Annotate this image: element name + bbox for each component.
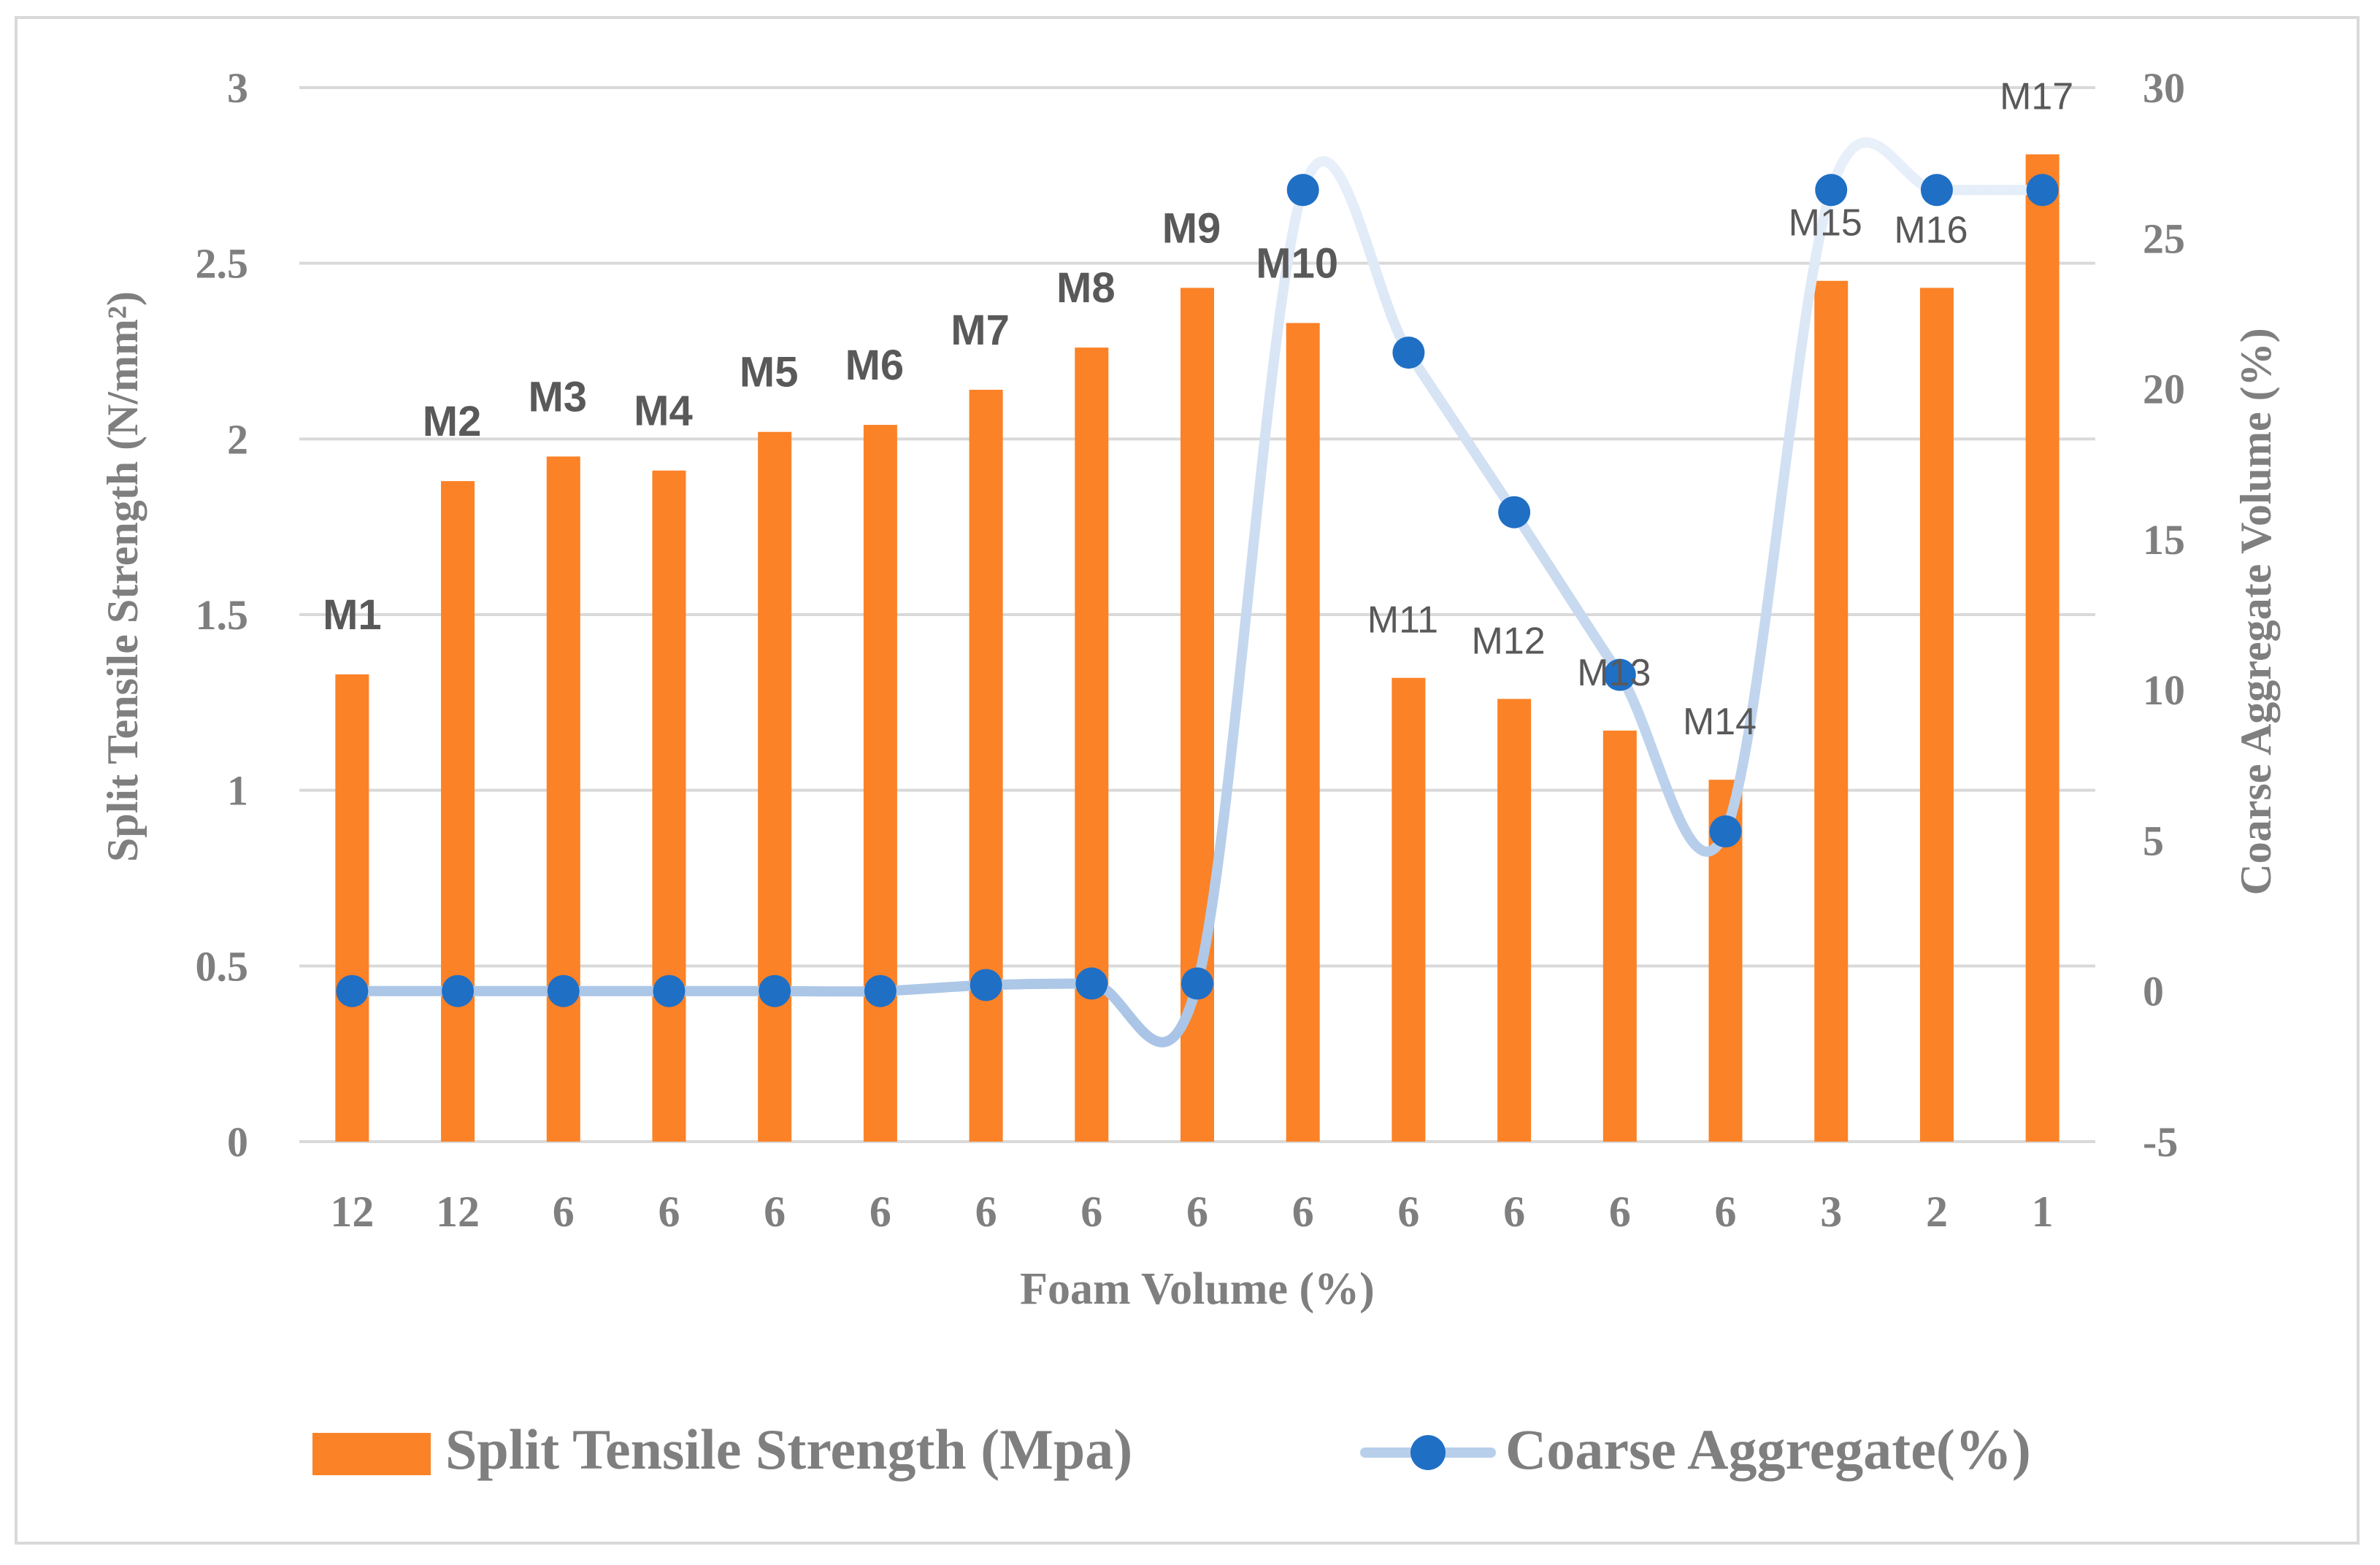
x-tick-label: 6 bbox=[1609, 1188, 1631, 1236]
mix-label: M12 bbox=[1472, 620, 1546, 663]
line-point bbox=[759, 974, 791, 1007]
mix-label: M6 bbox=[845, 342, 905, 389]
right-tick-label: 25 bbox=[2143, 215, 2185, 262]
left-axis-ticks: 0 0.5 1 1.5 2 2.5 3 bbox=[196, 64, 249, 1166]
mix-label: M15 bbox=[1789, 202, 1862, 245]
right-axis-ticks: -5 0 5 10 15 20 25 30 bbox=[2143, 64, 2185, 1166]
line-point bbox=[1392, 337, 1425, 369]
bar-series bbox=[335, 154, 2060, 1142]
series-line bbox=[347, 137, 2048, 1047]
bar bbox=[2025, 154, 2060, 1142]
left-tick-label: 2 bbox=[227, 415, 248, 463]
bar bbox=[546, 456, 580, 1142]
right-tick-label: 30 bbox=[2143, 64, 2185, 112]
bar bbox=[1391, 677, 1426, 1142]
line-point bbox=[442, 974, 475, 1007]
mix-label: M17 bbox=[2000, 75, 2073, 118]
bar bbox=[758, 431, 792, 1142]
line-series bbox=[336, 137, 2059, 1047]
left-tick-label: 0 bbox=[227, 1118, 248, 1166]
x-tick-label: 6 bbox=[764, 1188, 786, 1236]
right-tick-label: 20 bbox=[2143, 366, 2185, 413]
right-tick-label: 0 bbox=[2143, 968, 2164, 1015]
left-tick-label: 1 bbox=[227, 767, 248, 815]
x-tick-label: 12 bbox=[330, 1188, 374, 1236]
right-tick-label: -5 bbox=[2143, 1118, 2178, 1166]
x-tick-label: 6 bbox=[1186, 1188, 1208, 1236]
x-tick-label: 6 bbox=[1715, 1188, 1737, 1236]
x-axis-title: Foam Volume (%) bbox=[1020, 1264, 1375, 1314]
right-tick-label: 5 bbox=[2143, 817, 2164, 864]
bar bbox=[1286, 323, 1320, 1142]
x-tick-label: 6 bbox=[1292, 1188, 1314, 1236]
bar bbox=[652, 470, 686, 1142]
mix-label: M2 bbox=[423, 398, 482, 445]
line-point bbox=[1181, 967, 1213, 1000]
bar bbox=[969, 389, 1003, 1142]
x-tick-label: 1 bbox=[2032, 1188, 2054, 1236]
mix-label: M14 bbox=[1683, 701, 1757, 743]
x-tick-label: 6 bbox=[1503, 1188, 1525, 1236]
mix-label: M3 bbox=[528, 373, 587, 420]
mix-label: M13 bbox=[1577, 652, 1651, 694]
line-point bbox=[970, 969, 1002, 1001]
line-point bbox=[547, 974, 580, 1007]
right-tick-label: 10 bbox=[2143, 666, 2185, 714]
bar bbox=[1814, 280, 1849, 1142]
line-point bbox=[1709, 815, 1742, 848]
x-tick-label: 6 bbox=[1397, 1188, 1419, 1236]
mix-label: M4 bbox=[634, 388, 693, 435]
bar bbox=[441, 481, 475, 1142]
x-tick-label: 6 bbox=[1080, 1188, 1102, 1236]
legend-line-label: Coarse Aggregate(%) bbox=[1505, 1418, 2031, 1481]
line-point bbox=[2026, 174, 2059, 207]
bar bbox=[1602, 730, 1637, 1142]
mix-labels: M1 M2 M3 M4 M5 M6 M7 M8 M9 M10 M11 M12 M13 M14 M15 M16 M… bbox=[323, 75, 2073, 743]
legend-bar-swatch bbox=[312, 1433, 431, 1475]
line-point bbox=[1603, 658, 1636, 691]
line-point bbox=[864, 974, 897, 1007]
right-tick-label: 15 bbox=[2143, 516, 2185, 564]
line-point bbox=[1920, 174, 1953, 207]
line-point bbox=[653, 974, 686, 1007]
bar bbox=[1075, 347, 1109, 1142]
line-point bbox=[1498, 496, 1531, 528]
x-tick-label: 2 bbox=[1926, 1188, 1948, 1236]
mix-label: M11 bbox=[1367, 599, 1438, 642]
x-tick-label: 6 bbox=[553, 1188, 575, 1236]
left-tick-label: 2.5 bbox=[196, 240, 249, 288]
mix-label: M8 bbox=[1056, 264, 1116, 312]
bar bbox=[1919, 288, 1954, 1142]
line-point bbox=[1286, 174, 1319, 207]
mix-label: M9 bbox=[1162, 204, 1221, 252]
mix-label: M1 bbox=[323, 591, 382, 639]
x-tick-label: 12 bbox=[436, 1188, 480, 1236]
bar bbox=[1497, 699, 1532, 1142]
x-tick-label: 6 bbox=[975, 1188, 997, 1236]
mix-label: M7 bbox=[951, 307, 1010, 354]
legend-line-marker bbox=[1410, 1435, 1446, 1470]
line-point bbox=[1815, 174, 1848, 207]
x-axis-ticks: 12 12 6 6 6 6 6 6 6 6 6 6 6 6 3 2 1 bbox=[330, 1188, 2053, 1236]
mix-label: M10 bbox=[1256, 239, 1338, 287]
right-axis-title: Coarse Aggregate Volume (%) bbox=[2232, 328, 2280, 895]
x-tick-label: 3 bbox=[1820, 1188, 1842, 1236]
line-point bbox=[336, 974, 369, 1007]
left-axis-title: Split Tensile Strength (N/mm²) bbox=[99, 291, 147, 862]
bar bbox=[335, 674, 369, 1142]
legend: Split Tensile Strength (Mpa) Coarse Aggr… bbox=[312, 1418, 2031, 1481]
left-tick-label: 0.5 bbox=[196, 942, 249, 990]
bar bbox=[863, 425, 897, 1142]
legend-bar-label: Split Tensile Strength (Mpa) bbox=[445, 1418, 1132, 1481]
left-tick-label: 1.5 bbox=[196, 591, 249, 639]
left-tick-label: 3 bbox=[227, 64, 248, 112]
line-point bbox=[1075, 967, 1108, 1000]
mix-label: M5 bbox=[740, 349, 799, 396]
x-tick-label: 6 bbox=[658, 1188, 680, 1236]
x-tick-label: 6 bbox=[870, 1188, 891, 1236]
mix-label: M16 bbox=[1894, 209, 1968, 251]
